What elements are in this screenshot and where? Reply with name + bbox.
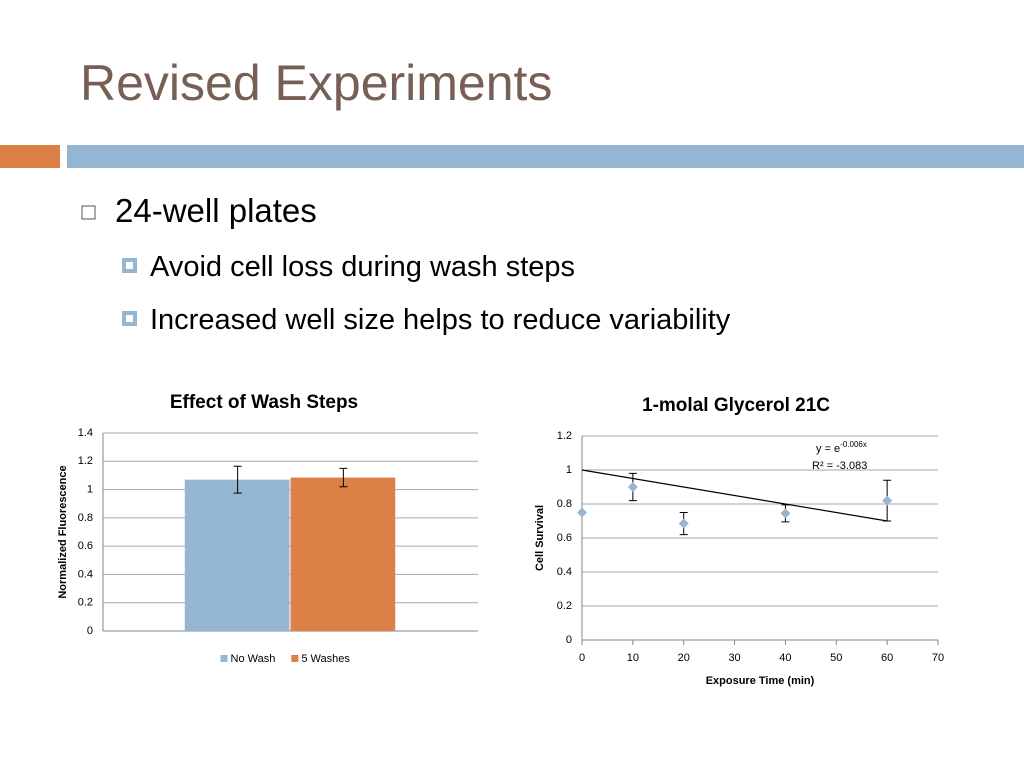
x-tick-label: 30 xyxy=(728,652,740,664)
y-tick-label: 0.6 xyxy=(557,532,572,544)
equation-base: y = e xyxy=(816,443,840,455)
trendline-equation: y = e-0.006x xyxy=(816,440,867,455)
x-tick-label: 10 xyxy=(627,652,639,664)
bar xyxy=(290,477,396,631)
x-tick-label: 50 xyxy=(830,652,842,664)
bullet-marker xyxy=(126,315,133,322)
y-tick-label: 0 xyxy=(566,634,572,646)
trendline xyxy=(581,469,888,522)
accent-bar xyxy=(67,145,1024,168)
x-tick-label: 70 xyxy=(932,652,944,664)
y-tick-label: 0.4 xyxy=(78,568,93,580)
slide-title: Revised Experiments xyxy=(80,55,552,111)
y-tick-label: 0.6 xyxy=(78,540,93,552)
chart-title: Effect of Wash Steps xyxy=(170,392,358,413)
accent-bar xyxy=(0,145,60,168)
y-axis-label: Cell Survival xyxy=(534,505,546,571)
error-bar xyxy=(233,465,242,494)
y-tick-label: 0.2 xyxy=(78,597,93,609)
y-tick-label: 0.4 xyxy=(557,566,572,578)
bar xyxy=(184,479,290,631)
chart-title: 1-molal Glycerol 21C xyxy=(642,395,830,416)
data-point xyxy=(577,507,587,518)
bullet-marker xyxy=(126,262,133,269)
sub-bullet: Increased well size helps to reduce vari… xyxy=(150,304,731,336)
y-tick-label: 1.2 xyxy=(78,455,93,467)
y-axis-label: Normalized Fluorescence xyxy=(57,465,69,598)
y-tick-label: 1.4 xyxy=(78,427,93,439)
trendline-r2: R² = -3.083 xyxy=(812,460,867,472)
legend-swatch xyxy=(291,655,299,662)
legend-swatch xyxy=(220,655,228,662)
data-point xyxy=(882,495,893,506)
y-tick-label: 1.2 xyxy=(557,430,572,442)
x-tick-label: 0 xyxy=(579,652,585,664)
x-tick-label: 40 xyxy=(779,652,791,664)
equation-exponent: -0.006x xyxy=(840,440,867,449)
legend-label: No Wash xyxy=(231,653,276,665)
y-tick-label: 1 xyxy=(87,483,93,495)
data-point xyxy=(780,508,791,519)
error-bar xyxy=(339,467,348,488)
y-tick-label: 0.8 xyxy=(78,512,93,524)
y-tick-label: 0 xyxy=(87,625,93,637)
y-tick-label: 0.2 xyxy=(557,600,572,612)
y-tick-label: 1 xyxy=(566,464,572,476)
legend-label: 5 Washes xyxy=(301,653,350,665)
y-tick-label: 0.8 xyxy=(557,498,572,510)
sub-bullet: Avoid cell loss during wash steps xyxy=(150,251,575,283)
x-tick-label: 20 xyxy=(678,652,690,664)
bullet-marker xyxy=(81,205,96,220)
data-point xyxy=(627,482,638,492)
bullet: 24-well plates xyxy=(115,192,317,229)
x-axis-label: Exposure Time (min) xyxy=(706,675,815,687)
data-point xyxy=(678,518,689,529)
x-tick-label: 60 xyxy=(881,652,893,664)
